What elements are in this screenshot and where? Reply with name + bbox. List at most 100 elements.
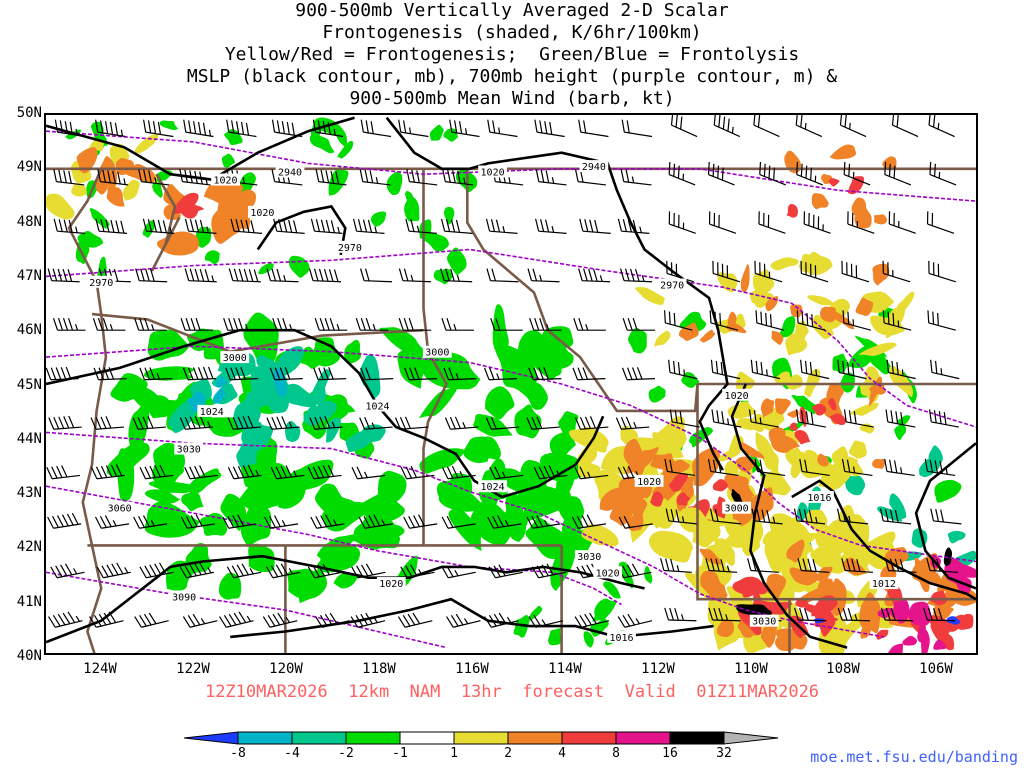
barb-flag xyxy=(675,115,678,128)
shading-cell xyxy=(618,476,638,502)
barb-flag xyxy=(485,417,492,430)
wind-barb xyxy=(441,565,476,579)
barb-flag xyxy=(187,615,196,627)
barb-flag xyxy=(75,128,78,136)
barb-shaft xyxy=(713,124,741,138)
barb-flag xyxy=(836,508,841,522)
barb-shaft xyxy=(489,230,518,234)
shading-cell xyxy=(287,568,319,599)
barb-flag xyxy=(249,568,254,575)
barb-shaft xyxy=(889,223,916,234)
barb-flag xyxy=(120,220,125,234)
barb-flag xyxy=(890,607,896,621)
barb-flag xyxy=(535,218,540,232)
barb-flag xyxy=(534,318,540,331)
barb-flag xyxy=(307,467,315,480)
barb-flag xyxy=(134,616,142,628)
barb-flag xyxy=(483,367,490,380)
barb-flag xyxy=(620,169,625,182)
barb-flag xyxy=(189,268,195,282)
barb-flag xyxy=(398,119,402,133)
barb-flag xyxy=(619,268,625,281)
wind-barb xyxy=(663,310,693,331)
barb-flag xyxy=(504,520,509,527)
barb-flag xyxy=(708,607,714,621)
barb-flag xyxy=(884,161,887,175)
wind-barb xyxy=(617,218,650,234)
contour-label-text: 2970 xyxy=(660,280,684,291)
barb-flag xyxy=(253,269,259,282)
wind-barb xyxy=(226,119,257,138)
shading-cell xyxy=(429,124,444,141)
barb-shaft xyxy=(185,131,214,138)
barb-flag xyxy=(536,515,544,527)
barb-flag xyxy=(313,367,319,380)
barb-flag xyxy=(810,412,814,425)
wind-barb xyxy=(803,211,831,234)
shading-cell xyxy=(858,342,897,357)
wind-barb xyxy=(405,218,437,234)
barb-shaft xyxy=(536,131,565,138)
shading-cell xyxy=(285,420,301,443)
barb-flag xyxy=(211,275,215,282)
shading-cell xyxy=(873,214,888,225)
barb-flag xyxy=(584,219,589,232)
barb-shaft xyxy=(538,181,567,186)
barb-flag xyxy=(373,616,378,623)
credit-link[interactable]: moe.met.fsu.edu/banding xyxy=(810,748,1018,766)
barb-shaft xyxy=(841,619,870,622)
barb-flag xyxy=(731,126,734,134)
contour-label-text: 3060 xyxy=(108,504,132,515)
barb-flag xyxy=(712,459,717,473)
wind-barb xyxy=(134,318,167,331)
wind-barb xyxy=(754,458,786,477)
barb-flag xyxy=(586,564,594,577)
shading-cell xyxy=(760,621,778,648)
barb-flag xyxy=(375,177,379,184)
wind-barb xyxy=(888,211,916,234)
shading-cell xyxy=(712,479,729,492)
colorbar-tick-label: 2 xyxy=(504,746,512,761)
barb-flag xyxy=(574,467,581,480)
barb-flag xyxy=(315,515,323,528)
lat-label: 43N xyxy=(16,485,42,502)
barb-flag xyxy=(238,268,244,282)
barb-flag xyxy=(150,520,155,527)
barb-flag xyxy=(101,565,109,578)
barb-flag xyxy=(144,565,152,578)
shading-cell xyxy=(159,120,179,131)
barb-flag xyxy=(622,318,628,331)
barb-flag xyxy=(573,318,579,331)
wind-barb xyxy=(660,558,692,573)
shading-cell xyxy=(718,448,741,462)
height-contour xyxy=(46,130,976,202)
barb-flag xyxy=(185,515,193,528)
barb-flag xyxy=(894,558,900,572)
shading-cell xyxy=(829,144,857,160)
shading-cell xyxy=(789,422,798,431)
shading-cell xyxy=(236,440,259,468)
barb-flag xyxy=(315,219,321,232)
lon-label: 124W xyxy=(83,661,117,677)
barb-flag xyxy=(190,318,196,331)
barb-flag xyxy=(930,359,933,373)
barb-flag xyxy=(374,226,378,233)
barb-flag xyxy=(194,465,201,478)
shading-cell xyxy=(868,353,892,375)
barb-flag xyxy=(373,514,381,527)
contour-label-text: 1020 xyxy=(725,391,749,402)
shading-cell xyxy=(152,454,185,488)
barb-flag xyxy=(932,115,936,128)
lat-label: 42N xyxy=(16,539,42,556)
shading-cell xyxy=(181,491,204,512)
barb-flag xyxy=(586,514,594,527)
shading-cell xyxy=(947,530,966,544)
barb-flag xyxy=(526,417,533,430)
barb-flag xyxy=(713,607,719,621)
barb-flag xyxy=(581,515,589,527)
barb-flag xyxy=(108,367,115,380)
barb-shaft xyxy=(759,174,786,186)
barb-flag xyxy=(677,165,680,179)
barb-flag xyxy=(446,466,454,479)
barb-flag xyxy=(716,410,720,423)
